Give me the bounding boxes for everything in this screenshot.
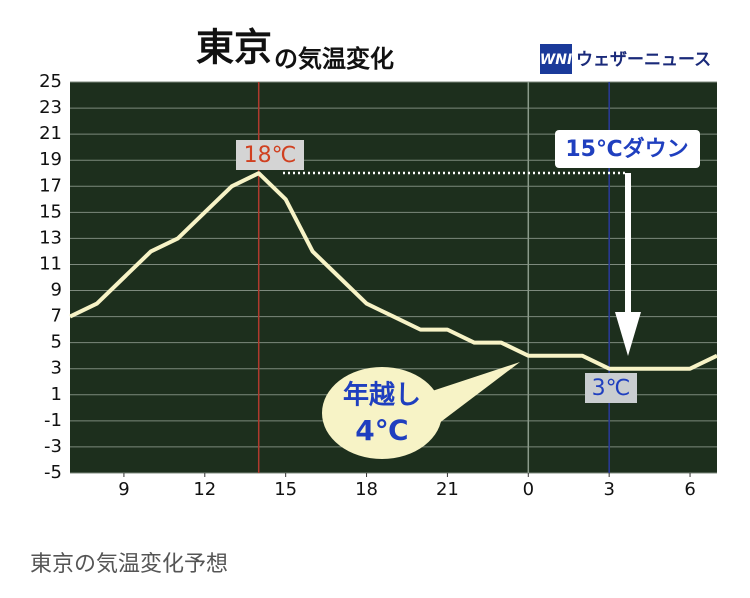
y-tick-label: 13 <box>39 227 62 248</box>
chart-title: 東京 <box>196 26 272 70</box>
annotation: 15℃ダウン <box>565 136 688 162</box>
annotation: 18℃ <box>244 143 297 168</box>
y-tick-label: 21 <box>39 123 62 144</box>
y-tick-label: 15 <box>39 201 62 222</box>
y-tick-label: 9 <box>51 280 62 301</box>
x-tick-label: 12 <box>193 479 216 500</box>
x-tick-label: 9 <box>118 479 129 500</box>
y-tick-label: -1 <box>44 410 62 431</box>
x-tick-label: 6 <box>684 479 695 500</box>
bubble-tail <box>420 362 520 430</box>
y-tick-label: -5 <box>44 462 62 483</box>
annotation: 年越し <box>343 380 421 411</box>
x-tick-label: 21 <box>436 479 459 500</box>
caption: 東京の気温変化予想 <box>30 552 228 577</box>
label-bg <box>236 140 304 170</box>
label-bg <box>585 373 637 403</box>
annotation: 3℃ <box>592 376 631 401</box>
temperature-line <box>69 171 718 371</box>
arrow-head <box>615 312 641 356</box>
y-tick-label: 3 <box>51 358 62 379</box>
y-tick-label: 5 <box>51 332 62 353</box>
y-tick-label: -3 <box>44 436 62 457</box>
annotation: 4℃ <box>355 414 408 447</box>
y-tick-label: 7 <box>51 306 62 327</box>
x-tick-label: 18 <box>355 479 378 500</box>
x-tick-label: 0 <box>523 479 534 500</box>
bubble <box>322 367 442 459</box>
x-tick-label: 3 <box>603 479 614 500</box>
brand: ウェザーニュース <box>576 50 711 70</box>
y-tick-label: 17 <box>39 175 62 196</box>
x-tick-label: 15 <box>274 479 297 500</box>
arrow-shaft <box>625 173 631 313</box>
y-tick-label: 1 <box>51 384 62 405</box>
y-tick-label: 19 <box>39 149 62 170</box>
y-tick-label: 25 <box>39 71 62 92</box>
chart-title-suffix: の気温変化 <box>274 45 394 73</box>
y-tick-label: 23 <box>39 97 62 118</box>
logo: WNI <box>540 52 572 68</box>
label-bg <box>555 130 700 168</box>
logo-box <box>540 44 572 74</box>
y-tick-label: 11 <box>39 253 62 274</box>
